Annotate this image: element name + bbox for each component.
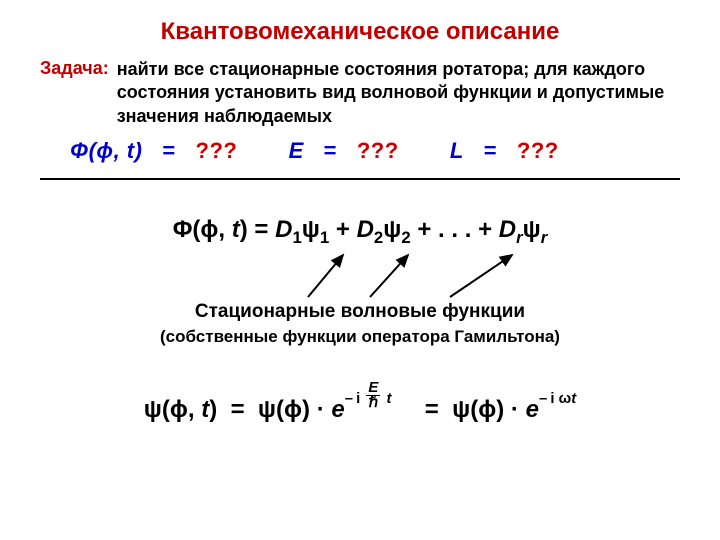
unknowns-line: Φ(ϕ, t) = ??? E = ??? L = ??? [70, 138, 680, 164]
L-lhs: L [450, 138, 464, 163]
divider [40, 178, 680, 180]
sub2: 2 [374, 228, 383, 247]
page-title: Квантовомеханическое описание [40, 18, 680, 46]
arrows-svg [0, 247, 720, 301]
task-text: найти все стационарные состояния ротатор… [117, 58, 680, 128]
subrb: r [541, 228, 548, 247]
arrows-region [0, 247, 720, 301]
stationary-equation: ψ(ϕ, t) = ψ(ϕ) · e– i Eℏ t = ψ(ϕ) · e– i… [40, 381, 680, 424]
eq2s: = [310, 138, 350, 163]
mid: = ψ(ϕ) · e [391, 396, 539, 423]
stationary-label: Стационарные волновые функции [40, 301, 680, 323]
eq1: = [149, 138, 189, 163]
sub1: 1 [292, 228, 301, 247]
psi-lhs: ψ(ϕ, t) = ψ(ϕ) · e [144, 396, 345, 423]
psi1: ψ [302, 216, 320, 243]
dots: + . . . + [411, 216, 499, 243]
phi-lhs: Φ(ϕ, t) [70, 138, 142, 163]
D2: D [357, 216, 374, 243]
q2: ??? [357, 138, 399, 163]
t: t [232, 216, 240, 243]
plus1: + [329, 216, 356, 243]
Phi: Φ(ϕ, [173, 216, 232, 243]
psir: ψ [523, 216, 541, 243]
rpar: ) = [240, 216, 275, 243]
psi2: ψ [383, 216, 401, 243]
task-label: Задача: [40, 58, 109, 79]
D1: D [275, 216, 292, 243]
exp2: – i ωt [539, 392, 576, 407]
q1: ??? [196, 138, 238, 163]
superposition-equation: Φ(ϕ, t) = D1ψ1 + D2ψ2 + . . . + Drψr [40, 218, 680, 247]
q3: ??? [517, 138, 559, 163]
sub2b: 2 [401, 228, 410, 247]
exp1: – i Eℏ t [345, 381, 392, 410]
task-block: Задача: найти все стационарные состояния… [40, 58, 680, 128]
E-lhs: E [289, 138, 304, 163]
Dr: D [499, 216, 516, 243]
sub1b: 1 [320, 228, 329, 247]
eq3: = [470, 138, 510, 163]
eigenfunctions-label: (собственные функции оператора Гамильтон… [40, 327, 680, 347]
